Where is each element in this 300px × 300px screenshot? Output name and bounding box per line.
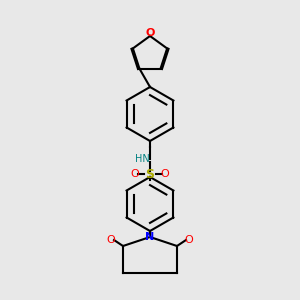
Text: O: O <box>145 28 155 38</box>
Text: N: N <box>146 232 154 242</box>
Text: O: O <box>106 235 116 245</box>
Text: S: S <box>146 167 154 181</box>
Text: O: O <box>184 235 194 245</box>
Text: HN: HN <box>135 154 150 164</box>
Text: O: O <box>160 169 169 179</box>
Text: O: O <box>130 169 140 179</box>
